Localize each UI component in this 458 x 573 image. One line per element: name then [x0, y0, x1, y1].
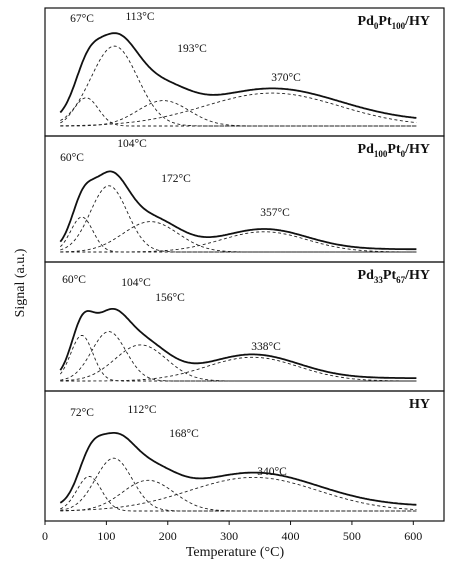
peak-label: 113°C	[125, 11, 154, 23]
component-curve-2	[60, 331, 417, 382]
total-signal-curve	[59, 308, 417, 379]
peak-label: 193°C	[177, 43, 207, 55]
component-curve-3	[60, 221, 417, 253]
peak-label: 338°C	[251, 341, 281, 353]
panel-4: 72°C 112°C 168°C 340°C HY	[44, 390, 445, 522]
component-curve-1	[59, 216, 417, 253]
peak-label: 72°C	[70, 407, 94, 419]
panel-1: 67°C 113°C 193°C 370°C Pd0Pt100/HY	[44, 7, 445, 137]
sample-label: Pd33Pt67/HY	[358, 268, 430, 285]
panel-3: 60°C 104°C 156°C 338°C Pd33Pt67/HY	[44, 261, 445, 392]
peak-label: 168°C	[169, 428, 199, 440]
peak-label: 370°C	[271, 72, 301, 84]
x-tick-label: 100	[97, 529, 115, 543]
sample-label: Pd0Pt100/HY	[358, 14, 430, 31]
peak-label: 60°C	[62, 274, 86, 286]
sample-label: Pd100Pt0/HY	[358, 142, 430, 159]
peak-label: 104°C	[121, 277, 151, 289]
component-curve-3	[60, 479, 417, 512]
peak-label: 104°C	[117, 138, 147, 150]
component-curve-2	[60, 185, 417, 253]
total-signal-curve	[59, 432, 417, 506]
peak-label: 172°C	[161, 173, 191, 185]
peak-label: 60°C	[60, 152, 84, 164]
component-curve-1	[60, 476, 417, 512]
x-tick-label: 600	[404, 529, 422, 543]
x-axis-ticks: 0 100 200 300 400 500 600	[42, 521, 422, 543]
component-curve-3	[60, 344, 417, 382]
peak-label: 357°C	[260, 207, 290, 219]
peak-label: 112°C	[127, 404, 156, 416]
component-curve-2	[60, 45, 417, 127]
total-signal-curve	[59, 170, 417, 251]
x-tick-label: 300	[220, 529, 238, 543]
panel-frame	[44, 390, 445, 522]
component-curve-4	[60, 476, 417, 512]
total-signal-curve	[59, 32, 417, 119]
component-curve-1	[60, 97, 417, 127]
panel-2: 60°C 104°C 172°C 357°C Pd100Pt0/HY	[44, 135, 445, 263]
panels-layer: 67°C 113°C 193°C 370°C Pd0Pt100/HY 60°C 104°C 1…	[44, 7, 445, 522]
component-curve-4	[60, 92, 417, 127]
x-tick-label: 0	[42, 529, 48, 543]
y-axis-title: Signal (a.u.)	[13, 248, 28, 317]
x-tick-label: 500	[343, 529, 361, 543]
x-axis-title: Temperature (°C)	[186, 545, 285, 560]
component-curve-3	[60, 100, 417, 127]
peak-label: 340°C	[257, 466, 287, 478]
x-tick-label: 200	[159, 529, 177, 543]
component-curve-4	[60, 231, 417, 253]
x-tick-label: 400	[282, 529, 300, 543]
sample-label: HY	[409, 397, 430, 412]
peak-label: 156°C	[155, 292, 185, 304]
component-curve-1	[59, 335, 417, 382]
peak-label: 67°C	[70, 13, 94, 25]
